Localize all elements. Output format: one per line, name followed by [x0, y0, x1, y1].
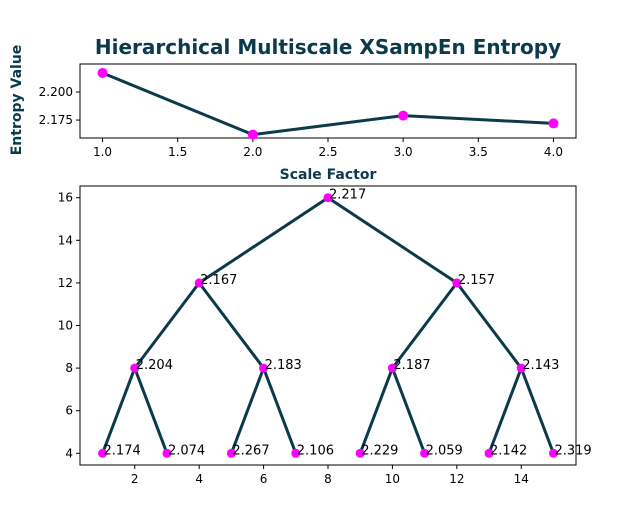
tree-edge: [103, 368, 135, 453]
node-value-label: 2.187: [393, 358, 430, 373]
node-value-label: 2.217: [329, 188, 366, 203]
tree-edge: [392, 368, 424, 453]
line-plot: 1.0 1.5 2.0 2.5 3.0 3.5 4.0 2.175 2.200: [39, 64, 576, 159]
node-value-label: 2.167: [200, 273, 237, 288]
node-value-label: 2.174: [104, 443, 141, 458]
tree-plot: 2 4 6 8 10 12 14 4 6 8 10 12 14 16 2.217 2.167 2.157 2.20…: [58, 186, 592, 486]
x-tick-label: 2.0: [243, 145, 262, 159]
node-value-label: 2.143: [522, 358, 559, 373]
y-tick-label: 4: [65, 446, 73, 460]
data-point: [98, 68, 108, 78]
node-value-label: 2.142: [490, 443, 527, 458]
node-value-label: 2.319: [554, 443, 591, 458]
x-tick-label: 1.5: [168, 145, 187, 159]
data-point: [548, 118, 558, 128]
tree-edge: [231, 368, 263, 453]
node-value-label: 2.157: [458, 273, 495, 288]
x-tick-label: 2: [131, 472, 139, 486]
y-tick-label: 14: [58, 233, 73, 247]
tree-edge: [199, 198, 328, 283]
tree-edge: [135, 368, 167, 453]
node-value-label: 2.074: [168, 443, 205, 458]
x-tick-label: 2.5: [318, 145, 337, 159]
x-tick-label: 3.5: [469, 145, 488, 159]
node-value-label: 2.059: [426, 443, 463, 458]
y-tick-label: 16: [58, 191, 73, 205]
y-axis-label: Entropy Value: [9, 45, 25, 156]
tree-edge: [360, 368, 392, 453]
x-tick-label: 6: [260, 472, 268, 486]
data-point: [248, 130, 258, 140]
node-value-label: 2.106: [297, 443, 334, 458]
x-tick-label: 12: [449, 472, 464, 486]
tree-edge: [199, 283, 263, 368]
x-tick-label: 4: [195, 472, 203, 486]
x-tick-label: 1.0: [93, 145, 112, 159]
tree-edge: [264, 368, 296, 453]
node-value-label: 2.204: [136, 358, 173, 373]
y-tick-label: 6: [65, 404, 73, 418]
tree-edge: [328, 198, 457, 283]
x-tick-label: 3.0: [394, 145, 413, 159]
node-value-label: 2.183: [265, 358, 302, 373]
x-axis-label: Scale Factor: [280, 167, 377, 183]
node-value-label: 2.267: [232, 443, 269, 458]
tree-edge: [135, 283, 199, 368]
plot-frame: [80, 64, 576, 138]
x-tick-label: 10: [385, 472, 400, 486]
y-tick-label: 2.175: [39, 113, 73, 127]
tree-edge: [392, 283, 456, 368]
y-tick-label: 10: [58, 319, 73, 333]
chart-title: Hierarchical Multiscale XSampEn Entropy: [95, 35, 561, 59]
tree-edge: [457, 283, 521, 368]
x-tick-label: 14: [514, 472, 529, 486]
data-point: [398, 111, 408, 121]
y-tick-label: 8: [65, 361, 73, 375]
x-tick-label: 8: [324, 472, 332, 486]
tree-edge: [521, 368, 553, 453]
x-tick-label: 4.0: [544, 145, 563, 159]
node-value-label: 2.229: [361, 443, 398, 458]
series-line: [103, 73, 554, 135]
tree-edge: [489, 368, 521, 453]
y-tick-label: 12: [58, 276, 73, 290]
y-tick-label: 2.200: [39, 85, 73, 99]
